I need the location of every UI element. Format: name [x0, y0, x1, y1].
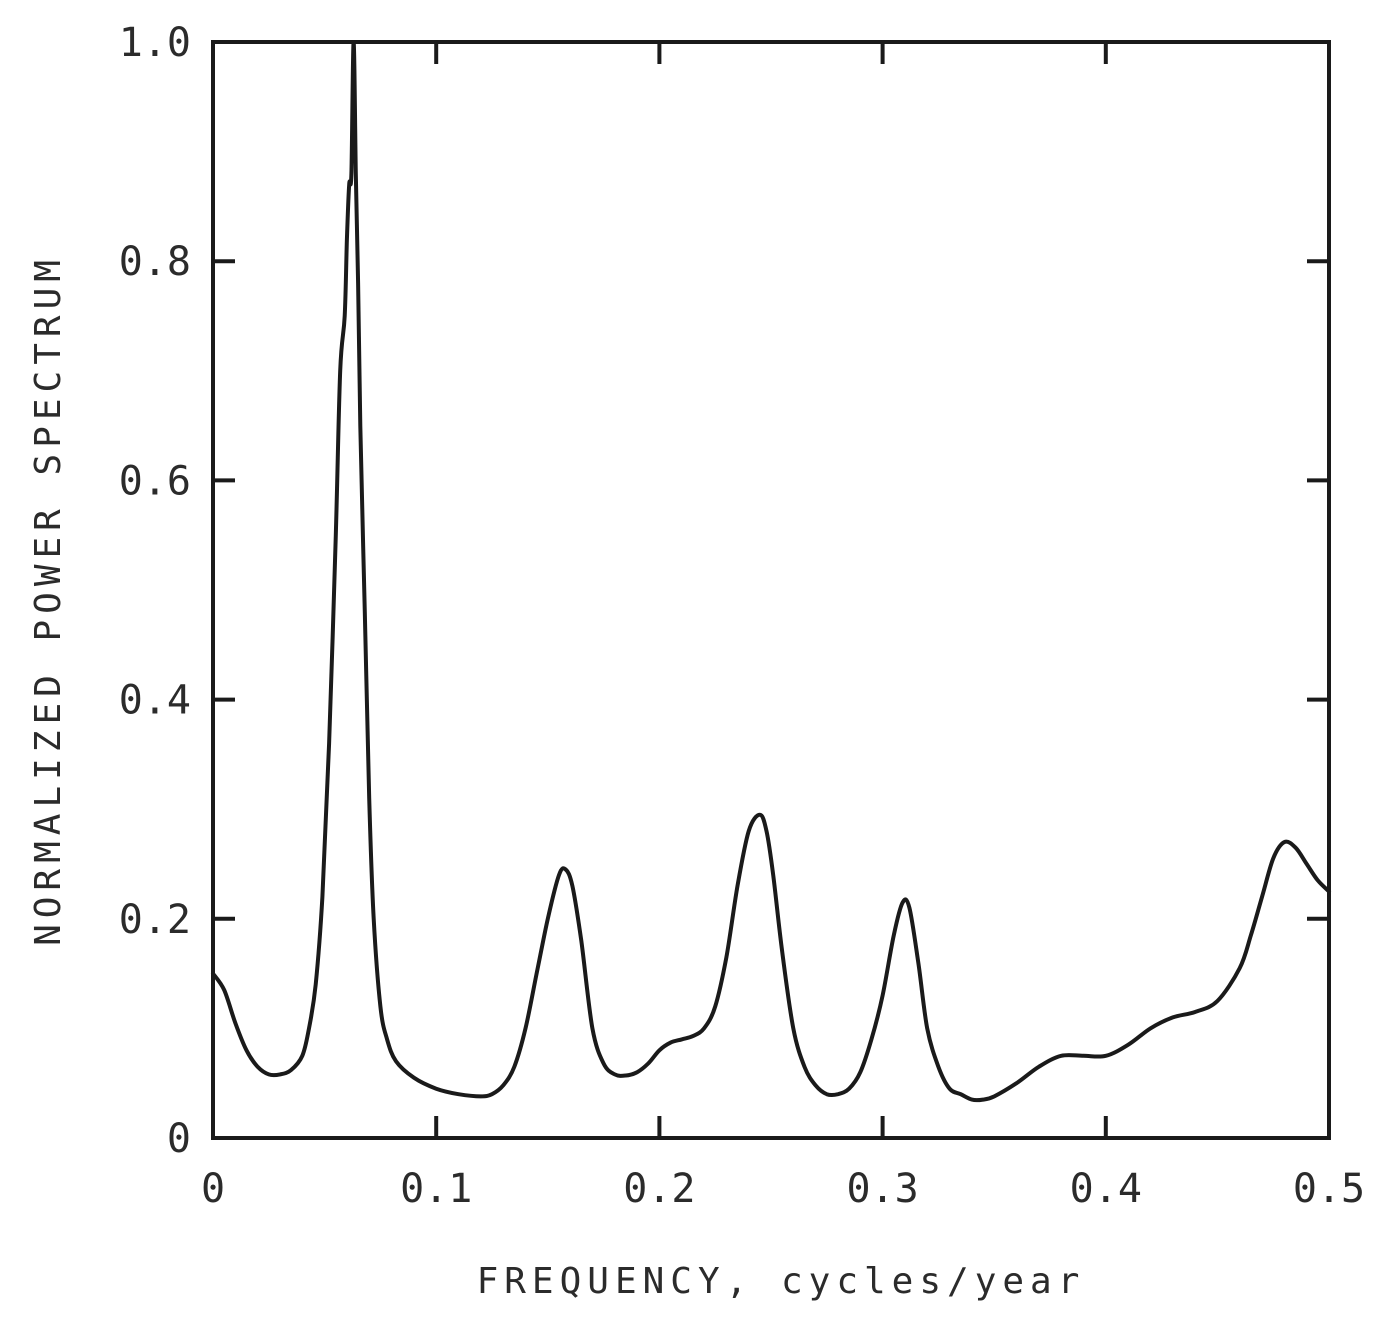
y-tick-label: 0	[167, 1116, 191, 1162]
plot-frame	[211, 40, 1331, 1140]
x-axis-title: FREQUENCY, cycles/year	[477, 1261, 1086, 1302]
x-tick-label: 0.3	[846, 1166, 918, 1212]
x-tick-label: 0.2	[623, 1166, 695, 1212]
y-tick-label: 0.6	[119, 458, 191, 504]
x-tick-label: 0	[201, 1166, 225, 1212]
y-tick-labels: 0 0.2 0.4 0.6 0.8 1.0	[119, 20, 191, 1162]
y-tick-label: 1.0	[119, 20, 191, 66]
y-tick-label: 0.8	[119, 239, 191, 285]
x-tick-label: 0.5	[1293, 1166, 1365, 1212]
y-tick-label: 0.2	[119, 897, 191, 943]
x-tick-labels: 0 0.1 0.2 0.3 0.4 0.5	[201, 1166, 1365, 1212]
x-tick-label: 0.4	[1070, 1166, 1142, 1212]
y-axis-title: NORMALIZED POWER SPECTRUM	[28, 254, 69, 946]
series-line	[211, 40, 1331, 1103]
tick-marks	[213, 42, 1329, 1138]
x-tick-label: 0.1	[400, 1166, 472, 1212]
y-tick-label: 0.4	[119, 678, 191, 724]
